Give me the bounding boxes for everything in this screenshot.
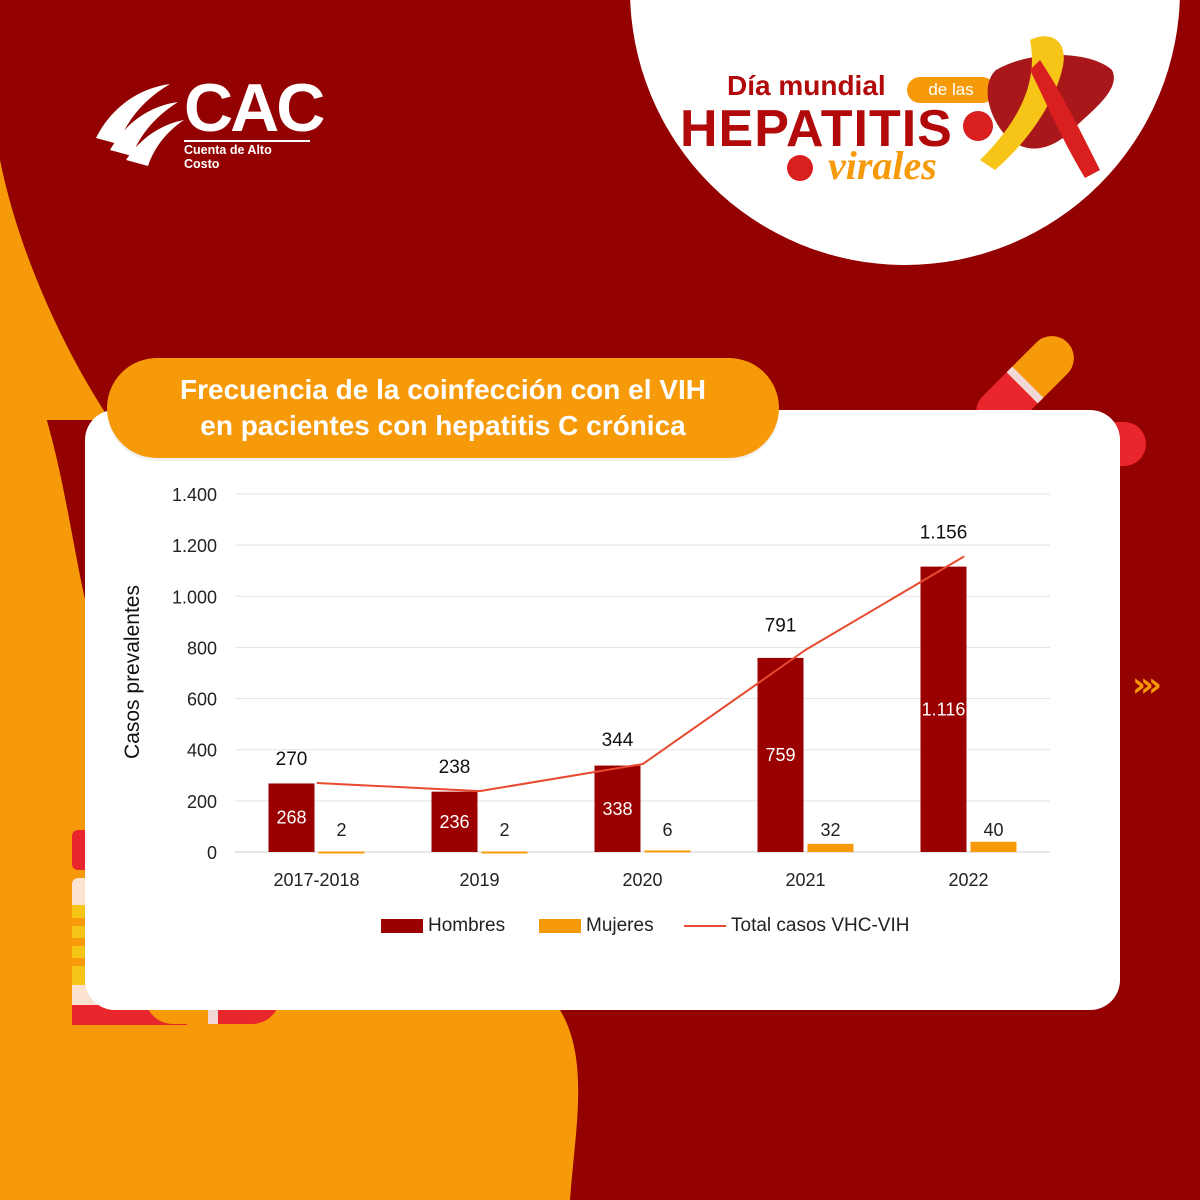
- bar-hombres: [920, 566, 967, 852]
- badge-line2: HEPATITIS: [680, 100, 953, 158]
- bar-mujeres: [318, 851, 365, 854]
- legend-label-mujeres: Mujeres: [586, 915, 654, 936]
- bar-hombres: [268, 783, 315, 852]
- bar-label-mujeres: 32: [820, 820, 840, 840]
- total-label: 1.156: [920, 522, 968, 543]
- total-label: 791: [765, 616, 797, 637]
- bar-label-hombres: 759: [765, 745, 795, 765]
- bar-label-hombres: 268: [276, 808, 306, 828]
- chart-title-line2: en pacientes con hepatitis C crónica: [200, 410, 686, 441]
- bar-hombres: [757, 657, 804, 852]
- legend: Hombres Mujeres Total casos VHC-VIH: [381, 915, 909, 936]
- x-tick-label: 2017-2018: [273, 870, 359, 890]
- y-tick-labels: 0 200 400 600 800 1.000 1.200 1.400: [172, 485, 217, 863]
- legend-swatch-mujeres: [539, 919, 581, 933]
- bars: 268 2 236 2 338 6 759 32 1.116 40: [268, 566, 1017, 854]
- bar-hombres: [594, 765, 641, 852]
- x-tick-labels: 2017-2018 2019 2020 2021 2022: [273, 870, 988, 890]
- x-tick-label: 2021: [785, 870, 825, 890]
- y-tick-label: 800: [187, 638, 217, 658]
- next-arrows-icon[interactable]: ›››: [1132, 665, 1162, 705]
- logo-text: CAC: [184, 70, 325, 146]
- x-tick-label: 2022: [948, 870, 988, 890]
- y-axis-label: Casos prevalentes: [121, 585, 144, 759]
- bar-label-mujeres: 40: [983, 820, 1003, 840]
- x-tick-label: 2019: [459, 870, 499, 890]
- logo-subtitle: Cuenta de Alto Costo: [184, 140, 310, 171]
- y-tick-label: 1.400: [172, 485, 217, 505]
- bar-label-hombres: 338: [602, 799, 632, 819]
- total-label: 344: [602, 730, 634, 751]
- y-tick-label: 1.200: [172, 536, 217, 556]
- legend-label-total: Total casos VHC-VIH: [731, 915, 909, 936]
- bar-hombres: [431, 791, 478, 852]
- grid-lines: [235, 493, 1050, 853]
- total-polyline: [316, 555, 965, 793]
- y-tick-label: 600: [187, 690, 217, 710]
- bar-mujeres: [807, 843, 854, 852]
- bar-label-mujeres: 6: [662, 820, 672, 840]
- y-tick-label: 1.000: [172, 587, 217, 607]
- chart-title-line1: Frecuencia de la coinfección con el VIH: [180, 374, 706, 405]
- x-tick-label: 2020: [622, 870, 662, 890]
- legend-label-hombres: Hombres: [428, 915, 505, 936]
- bar-label-hombres: 1.116: [922, 699, 966, 719]
- bar-mujeres: [481, 851, 528, 854]
- bar-label-mujeres: 2: [499, 820, 509, 840]
- bar-label-mujeres: 2: [336, 820, 346, 840]
- bar-mujeres: [970, 841, 1017, 852]
- bar-mujeres: [644, 850, 691, 853]
- orange-wave-left: [0, 160, 110, 420]
- cac-logo-icon: [96, 84, 184, 166]
- total-line: 270 238 344 791 1.156: [276, 522, 968, 793]
- total-label: 270: [276, 749, 308, 770]
- y-tick-label: 200: [187, 792, 217, 812]
- badge-line3: virales: [828, 143, 937, 188]
- y-tick-label: 0: [207, 843, 217, 863]
- badge-line1: Día mundial: [727, 70, 886, 101]
- bar-label-hombres: 236: [439, 812, 469, 832]
- total-label: 238: [439, 757, 471, 778]
- chart-title: Frecuencia de la coinfección con el VIH …: [107, 358, 779, 458]
- legend-swatch-hombres: [381, 919, 423, 933]
- y-tick-label: 400: [187, 741, 217, 761]
